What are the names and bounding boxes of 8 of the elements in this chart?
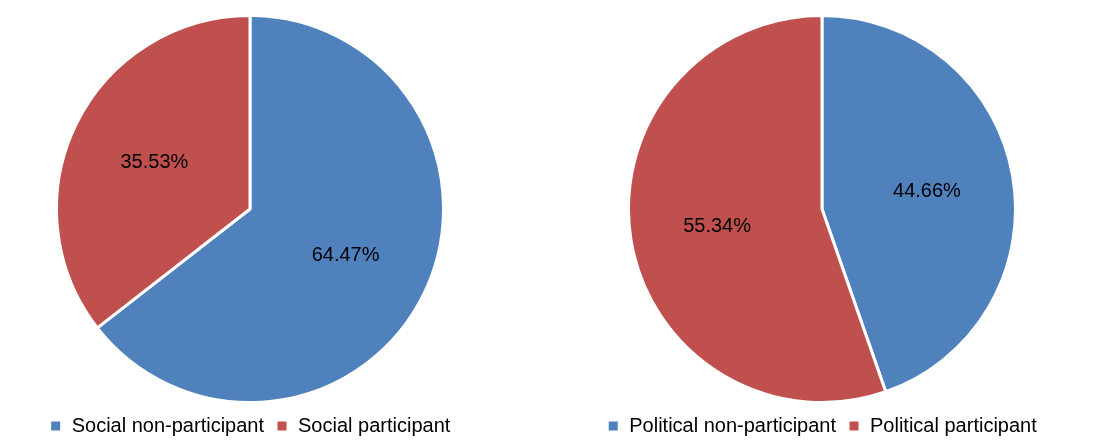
legend-label: Social non-participant	[71, 413, 265, 436]
data-label: 55.34%	[683, 214, 752, 237]
data-label: 44.66%	[893, 178, 962, 201]
legend-label: Political non-participant	[629, 413, 837, 436]
legend-label: Social participant	[298, 413, 451, 436]
data-label: 64.47%	[311, 243, 380, 266]
legend-label: Political participant	[870, 413, 1038, 436]
data-label: 35.53%	[120, 149, 189, 172]
